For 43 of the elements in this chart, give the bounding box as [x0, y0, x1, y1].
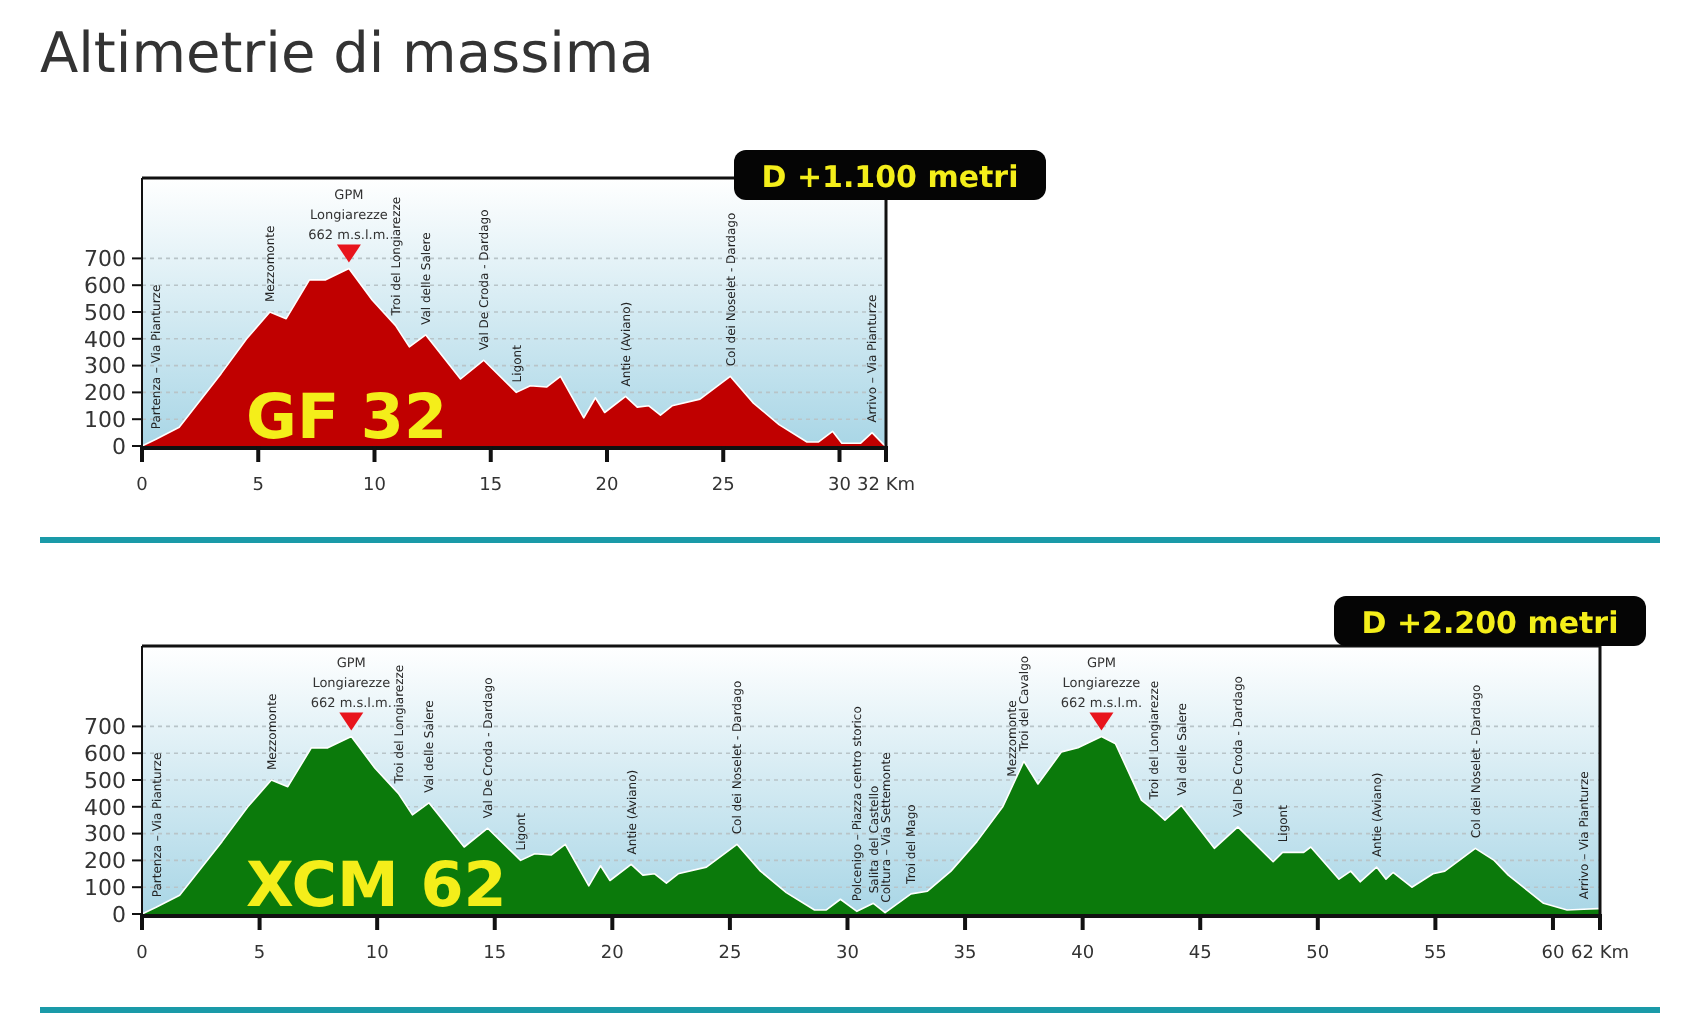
y-tick-label: 0 [112, 433, 126, 460]
x-tick-label: 5 [253, 944, 266, 965]
x-tick-label: 10 [363, 476, 387, 497]
y-tick-label: 400 [84, 326, 126, 353]
x-tick-label: 20 [600, 944, 625, 965]
x-tick-label: 30 [836, 944, 860, 965]
x-tick-label: 55 [1423, 944, 1447, 965]
x-tick-label: 35 [953, 944, 977, 965]
x-tick-label: 10 [365, 944, 390, 965]
x-tick-label: 30 [828, 476, 852, 497]
y-tick-label: 200 [84, 848, 126, 875]
chart-title: Altimetrie di massima [40, 20, 654, 86]
y-tick-label: 700 [84, 246, 126, 273]
y-tick-label: 200 [84, 380, 126, 407]
y-tick-label: 600 [84, 272, 126, 299]
x-tick-label: 15 [483, 944, 507, 965]
x-tick-label: 0 [136, 476, 149, 497]
annotation: D +1.100 metri [761, 158, 1019, 195]
y-tick-label: 0 [112, 901, 126, 928]
annotation: GF 32 [246, 382, 448, 454]
x-tick-label: 0 [136, 944, 149, 965]
x-tick-label: 62 Km [1571, 944, 1629, 965]
y-tick-label: 400 [84, 794, 126, 821]
x-tick-label: 60 [1541, 944, 1565, 965]
x-tick-label: 25 [711, 476, 735, 497]
text: D +2.200 metri [1361, 604, 1619, 641]
y-tick-label: 600 [84, 740, 126, 767]
y-tick-label: 500 [84, 299, 126, 326]
x-tick-label: 50 [1306, 944, 1330, 965]
y-tick-label: 300 [84, 353, 126, 380]
y-tick-label: 300 [84, 821, 126, 848]
x-tick-label: 15 [479, 476, 503, 497]
annotation: XCM 62 [246, 850, 507, 922]
x-tick-label: 45 [1188, 944, 1212, 965]
x-tick-label: 40 [1071, 944, 1095, 965]
y-tick-label: 700 [84, 714, 126, 741]
y-tick-label: 100 [84, 406, 126, 433]
x-tick-label: 32 Km [857, 476, 915, 497]
y-tick-label: 500 [84, 767, 126, 794]
y-tick-label: 100 [84, 874, 126, 901]
x-tick-label: 25 [718, 944, 742, 965]
x-tick-label: 5 [252, 476, 264, 497]
x-tick-label: 20 [595, 476, 619, 497]
